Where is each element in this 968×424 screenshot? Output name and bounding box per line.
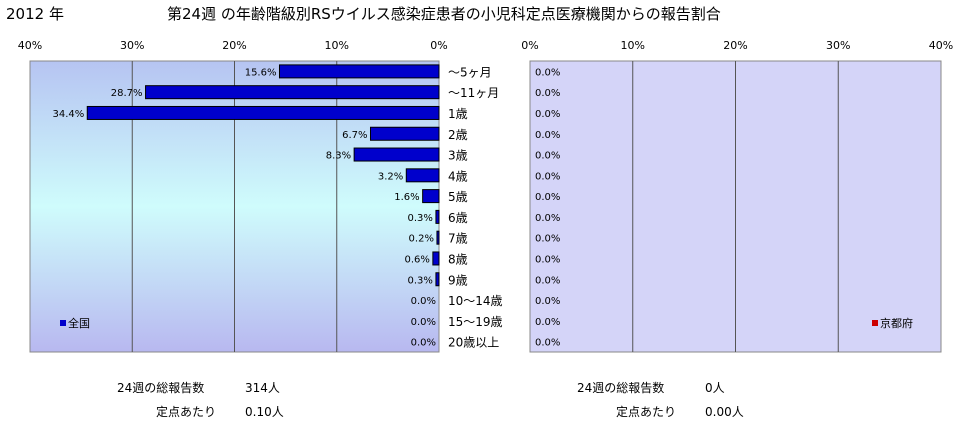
data-label: 3.2% <box>378 171 403 182</box>
data-label: 0.6% <box>404 254 429 265</box>
bar <box>405 168 440 183</box>
category-label: 5歳 <box>448 190 468 204</box>
category-label: 7歳 <box>448 232 468 246</box>
right-total-label: 24週の総報告数 <box>577 381 665 395</box>
data-label: 0.0% <box>535 254 560 265</box>
data-label: 15.6% <box>245 67 277 78</box>
data-label: 0.0% <box>535 130 560 141</box>
data-label: 8.3% <box>326 151 351 162</box>
category-label: 2歳 <box>448 128 468 142</box>
right-total-value: 0人 <box>705 381 725 395</box>
category-label: 6歳 <box>448 211 468 225</box>
category-label: 10～14歳 <box>448 294 503 308</box>
left-total-value: 314人 <box>245 381 280 395</box>
legend-label: 全国 <box>68 316 90 330</box>
data-label: 0.3% <box>408 213 433 224</box>
data-label: 0.2% <box>409 234 434 245</box>
data-label: 0.0% <box>535 213 560 224</box>
bar <box>86 105 440 120</box>
x-tick-label: 10% <box>325 39 349 52</box>
bar <box>278 64 440 79</box>
x-tick-label: 20% <box>222 39 246 52</box>
data-label: 0.0% <box>535 317 560 328</box>
x-tick-label: 30% <box>120 39 144 52</box>
national-plot: 40% 30% 20% 10% 0% 15.6% ～5ヶ月 28.7% ～11ヶ月 34.4% 1歳… <box>18 39 503 353</box>
data-label: 28.7% <box>111 88 143 99</box>
x-tick-label: 0% <box>430 39 447 52</box>
data-label: 1.6% <box>394 192 419 203</box>
chart-title: 第24週 の年齢階級別RSウイルス感染症患者の小児科定点医療機関からの報告割合 <box>167 5 721 23</box>
left-total-label: 24週の総報告数 <box>117 381 205 395</box>
category-label: 4歳 <box>448 169 468 183</box>
category-label: 3歳 <box>448 149 468 163</box>
category-label: 15～19歳 <box>448 315 503 329</box>
bar <box>435 209 440 224</box>
bar <box>369 126 440 141</box>
category-label: 20歳以上 <box>448 336 499 350</box>
bar <box>353 147 440 162</box>
x-tick-label: 10% <box>621 39 645 52</box>
data-label: 0.0% <box>411 296 436 307</box>
data-label: 0.0% <box>535 275 560 286</box>
data-label: 0.0% <box>535 192 560 203</box>
right-per-label: 定点あたり <box>616 405 677 419</box>
data-label: 0.0% <box>535 67 560 78</box>
data-label: 0.0% <box>411 317 436 328</box>
bar <box>145 85 440 100</box>
x-tick-label: 40% <box>929 39 953 52</box>
x-tick-label: 20% <box>723 39 747 52</box>
year-label: 2012 年 <box>6 5 64 23</box>
data-label: 6.7% <box>342 130 367 141</box>
data-label: 0.0% <box>535 234 560 245</box>
legend-label: 京都府 <box>880 316 913 330</box>
data-label: 0.3% <box>408 275 433 286</box>
x-tick-label: 30% <box>826 39 850 52</box>
legend-swatch <box>872 320 878 326</box>
category-label: ～11ヶ月 <box>448 86 499 100</box>
bar <box>432 251 440 266</box>
kyoto-plot: 0% 10% 20% 30% 40% 0.0% 0.0% 0.0% 0.0% 0.0% 0.0% 0.… <box>521 39 953 353</box>
category-label: 8歳 <box>448 252 468 266</box>
data-label: 0.0% <box>535 109 560 120</box>
category-label: 9歳 <box>448 273 468 287</box>
data-label: 0.0% <box>535 151 560 162</box>
data-label: 0.0% <box>411 338 436 349</box>
bar <box>422 189 440 204</box>
left-per-value: 0.10人 <box>245 405 284 419</box>
data-label: 0.0% <box>535 171 560 182</box>
bar <box>436 230 440 245</box>
x-tick-label: 40% <box>18 39 42 52</box>
x-tick-label: 0% <box>521 39 538 52</box>
category-label: ～5ヶ月 <box>448 65 492 79</box>
bar <box>435 272 440 287</box>
right-per-value: 0.00人 <box>705 405 744 419</box>
data-label: 34.4% <box>52 109 84 120</box>
data-label: 0.0% <box>535 296 560 307</box>
legend-swatch <box>60 320 66 326</box>
data-label: 0.0% <box>535 338 560 349</box>
category-label: 1歳 <box>448 107 468 121</box>
data-label: 0.0% <box>535 88 560 99</box>
left-per-label: 定点あたり <box>156 405 217 419</box>
